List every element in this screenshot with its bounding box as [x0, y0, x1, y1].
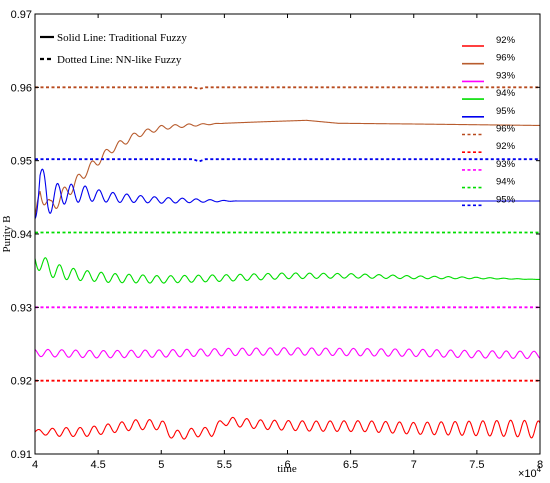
legend-label: 95%	[496, 194, 516, 205]
series-line-traditional-94pct	[34, 257, 541, 284]
ticks-layer: 4 4.5 5 5.5 6 6.5 7 7.5 8 0.91 0.92 0.93 0.94 0.95 0.9…	[11, 9, 543, 471]
y-tick-label: 0.94	[11, 229, 32, 241]
series-line-traditional-92pct	[34, 416, 541, 440]
x-axis-label: time	[277, 463, 297, 475]
legend-label: 94%	[496, 88, 516, 99]
legend-label: 96%	[496, 53, 516, 64]
legend-label: 94%	[496, 177, 516, 188]
x-tick-label: 5.5	[217, 459, 232, 471]
x-tick-label: 4.5	[90, 459, 105, 471]
x-tick-label: 7.5	[469, 459, 484, 471]
plot-area	[35, 14, 540, 454]
line-style-notes: Solid Line: Traditional Fuzzy Dotted Lin…	[40, 32, 187, 66]
y-tick-label: 0.95	[11, 156, 32, 168]
y-tick-label: 0.92	[11, 376, 32, 388]
x-tick-label: 6.5	[343, 459, 358, 471]
x-tick-label: 7	[411, 459, 417, 471]
x-tick-label: 8	[537, 459, 543, 471]
x-tick-label: 6	[284, 459, 290, 471]
legend-label: 96%	[496, 124, 516, 135]
series-layer	[34, 86, 541, 440]
series-line-nn-95pct	[35, 158, 540, 163]
legend-label: 93%	[496, 70, 516, 81]
series-line-traditional-95pct	[34, 168, 540, 219]
x-tick-label: 4	[32, 459, 38, 471]
note-solid-text: Solid Line: Traditional Fuzzy	[57, 32, 187, 44]
x-tick-label: 5	[158, 459, 164, 471]
series-line-traditional-93pct	[34, 347, 541, 360]
y-tick-label: 0.91	[11, 449, 32, 461]
legend-label: 95%	[496, 106, 516, 117]
y-axis-label: Purity B	[1, 216, 13, 253]
series-line-traditional-96pct	[34, 119, 541, 220]
legend-label: 92%	[496, 141, 516, 152]
note-dashed-text: Dotted Line: NN-like Fuzzy	[57, 54, 182, 66]
y-tick-label: 0.97	[11, 9, 32, 21]
x-multiplier-base: ×10	[518, 468, 537, 480]
legend: 92% 96% 93% 94% 95% 96% 92% 93% 94% 95%	[462, 35, 516, 207]
y-tick-label: 0.96	[11, 82, 32, 94]
x-multiplier-exp: 4	[537, 465, 542, 474]
legend-label: 92%	[496, 35, 516, 46]
legend-label: 93%	[496, 159, 516, 170]
series-line-nn-96pct	[35, 86, 540, 90]
x-multiplier: ×104	[518, 465, 542, 480]
y-tick-label: 0.93	[11, 302, 32, 314]
